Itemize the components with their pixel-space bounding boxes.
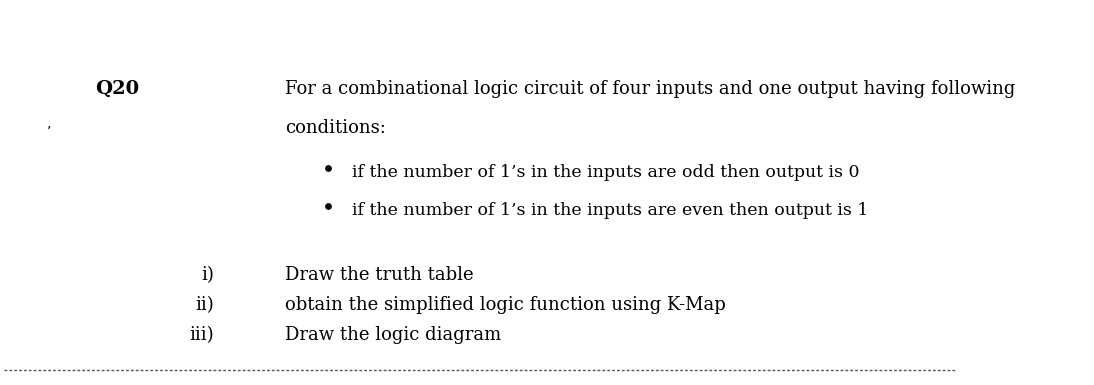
Text: For a combinational logic circuit of four inputs and one output having following: For a combinational logic circuit of fou… bbox=[286, 79, 1015, 97]
Text: ’: ’ bbox=[47, 125, 51, 139]
Text: Draw the logic diagram: Draw the logic diagram bbox=[286, 326, 501, 344]
Text: conditions:: conditions: bbox=[286, 119, 386, 137]
Text: ii): ii) bbox=[195, 296, 213, 314]
Text: if the number of 1’s in the inputs are odd then output is 0: if the number of 1’s in the inputs are o… bbox=[352, 164, 860, 181]
Text: Q20: Q20 bbox=[95, 79, 139, 97]
Text: i): i) bbox=[201, 266, 213, 284]
Text: iii): iii) bbox=[189, 326, 213, 344]
Text: Draw the truth table: Draw the truth table bbox=[286, 266, 474, 284]
Text: if the number of 1’s in the inputs are even then output is 1: if the number of 1’s in the inputs are e… bbox=[352, 202, 869, 219]
Text: obtain the simplified logic function using K-Map: obtain the simplified logic function usi… bbox=[286, 296, 726, 314]
